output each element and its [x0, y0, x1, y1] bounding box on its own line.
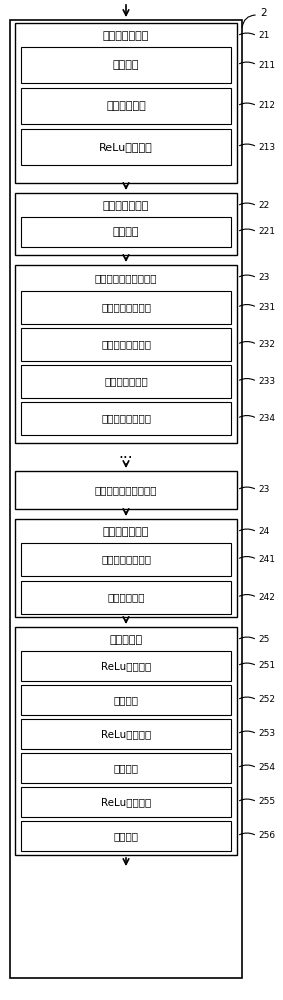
- Bar: [15, 23, 237, 183]
- Text: 紧缩与激励模块: 紧缩与激励模块: [104, 376, 148, 386]
- Bar: [21, 88, 231, 124]
- Text: 全连接层: 全连接层: [113, 695, 138, 705]
- Bar: [21, 328, 231, 361]
- Bar: [15, 627, 237, 855]
- Text: 213: 213: [258, 142, 275, 151]
- Text: 256: 256: [258, 832, 275, 840]
- Text: 23: 23: [258, 486, 269, 494]
- Text: 221: 221: [258, 228, 275, 236]
- Bar: [21, 787, 231, 817]
- Text: 255: 255: [258, 798, 275, 806]
- Text: 22: 22: [258, 202, 269, 211]
- Text: 242: 242: [258, 593, 275, 602]
- Text: 254: 254: [258, 764, 275, 772]
- Bar: [21, 217, 231, 247]
- Bar: [21, 129, 231, 165]
- Bar: [21, 402, 231, 435]
- Bar: [21, 543, 231, 576]
- Text: 三维最大池化层: 三维最大池化层: [103, 201, 149, 211]
- Text: 252: 252: [258, 696, 275, 704]
- Text: 池化操作: 池化操作: [113, 227, 139, 237]
- Bar: [21, 651, 231, 681]
- Text: 批正则化操作: 批正则化操作: [106, 101, 146, 111]
- Text: 三维移动倒置瓶颈模块: 三维移动倒置瓶颈模块: [95, 273, 157, 283]
- Text: 全连接层: 全连接层: [113, 831, 138, 841]
- Bar: [21, 685, 231, 715]
- Text: 全连接层: 全连接层: [113, 763, 138, 773]
- Bar: [21, 365, 231, 398]
- Text: 三维扩张卷积模块: 三维扩张卷积模块: [101, 302, 151, 312]
- Text: ReLu激活函数: ReLu激活函数: [101, 729, 151, 739]
- Bar: [15, 471, 237, 509]
- Bar: [15, 519, 237, 617]
- Text: 第二三维卷积层: 第二三维卷积层: [103, 527, 149, 537]
- Text: 三维逐点卷积模块: 三维逐点卷积模块: [101, 414, 151, 424]
- Text: 253: 253: [258, 730, 275, 738]
- Text: 三维移动倒置瓶颈模块: 三维移动倒置瓶颈模块: [95, 485, 157, 495]
- Bar: [21, 47, 231, 83]
- Text: 全连接模块: 全连接模块: [110, 635, 143, 645]
- Text: ...: ...: [119, 446, 133, 460]
- Text: ReLu激活函数: ReLu激活函数: [99, 142, 153, 152]
- Bar: [15, 193, 237, 255]
- Bar: [21, 291, 231, 324]
- Text: 251: 251: [258, 662, 275, 670]
- Text: 232: 232: [258, 340, 275, 349]
- Text: 233: 233: [258, 377, 275, 386]
- Text: 批正则化操作: 批正则化操作: [107, 592, 145, 602]
- Text: 231: 231: [258, 303, 275, 312]
- Text: 25: 25: [258, 636, 269, 645]
- Text: 三维深度卷积模块: 三维深度卷积模块: [101, 340, 151, 350]
- Bar: [15, 265, 237, 443]
- Text: 24: 24: [258, 528, 269, 536]
- Bar: [21, 821, 231, 851]
- Text: 23: 23: [258, 273, 269, 282]
- Bar: [21, 581, 231, 614]
- Text: 234: 234: [258, 414, 275, 423]
- Text: 241: 241: [258, 555, 275, 564]
- Text: 211: 211: [258, 60, 275, 70]
- Text: 21: 21: [258, 31, 269, 40]
- Text: 212: 212: [258, 102, 275, 110]
- Text: 2: 2: [260, 8, 267, 18]
- Bar: [10, 20, 242, 978]
- Text: 卷积操作: 卷积操作: [113, 60, 139, 70]
- Text: ReLu激活函数: ReLu激活函数: [101, 661, 151, 671]
- Text: 三维逐点卷积操作: 三维逐点卷积操作: [101, 554, 151, 564]
- Text: ReLu激活函数: ReLu激活函数: [101, 797, 151, 807]
- Bar: [21, 753, 231, 783]
- Bar: [21, 719, 231, 749]
- Text: 第一三维卷积层: 第一三维卷积层: [103, 31, 149, 41]
